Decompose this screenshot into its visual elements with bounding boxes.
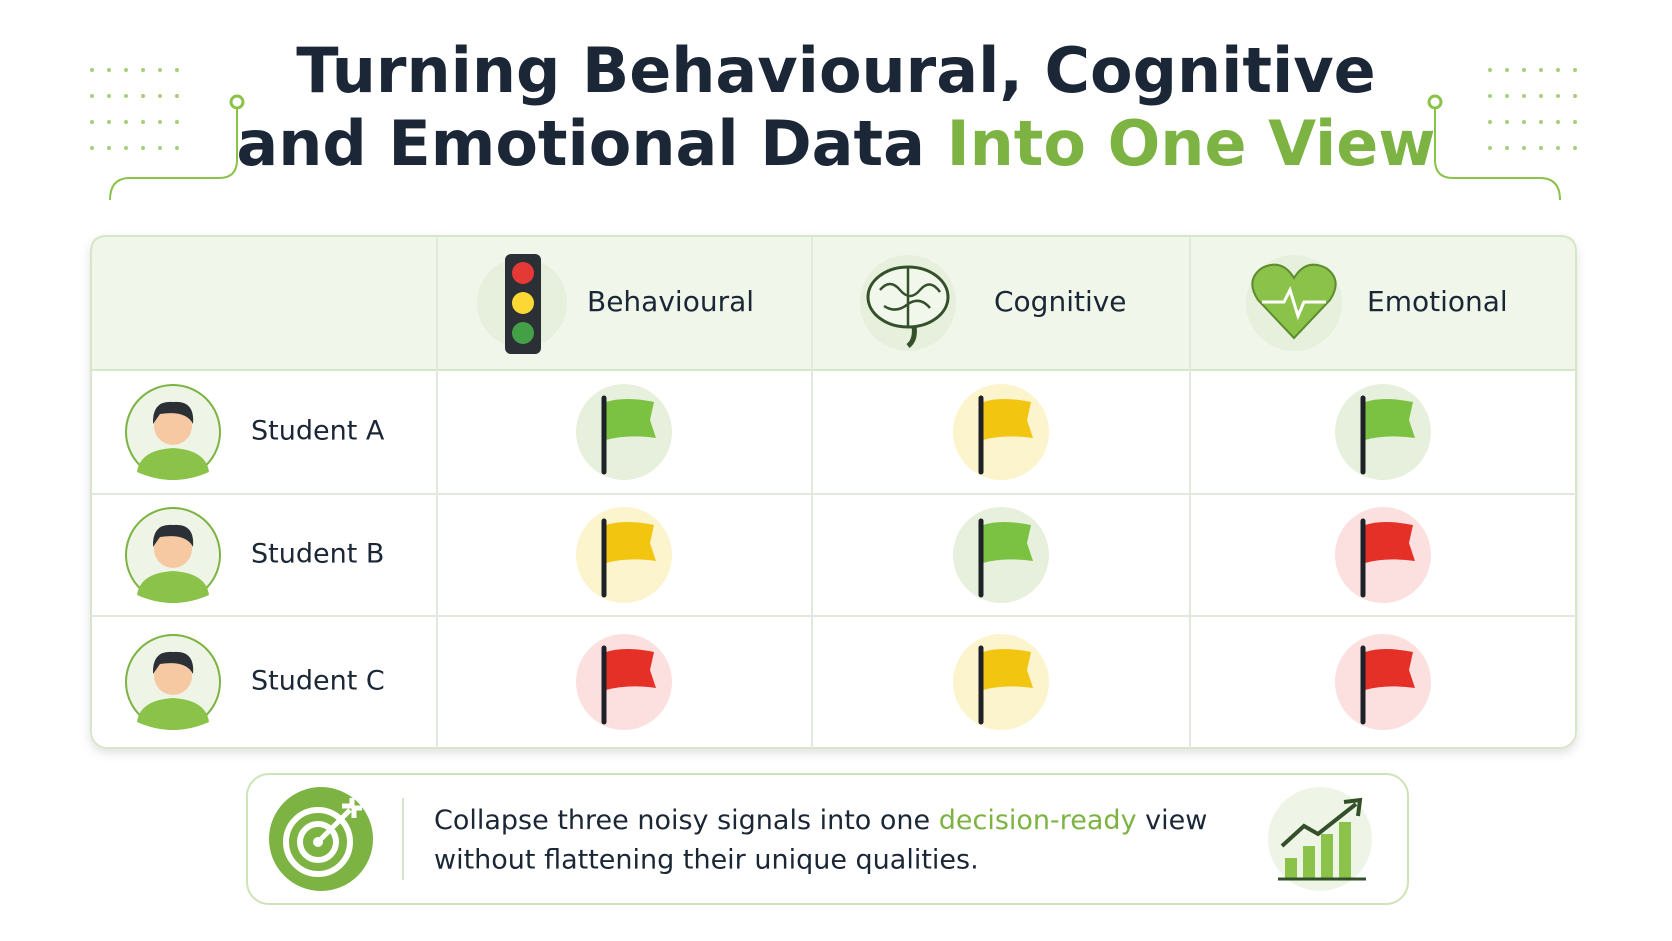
- footer-accent: decision-ready: [939, 805, 1137, 836]
- table-row: Student B: [125, 507, 1431, 603]
- footer-text: view: [1137, 805, 1208, 836]
- brain-icon: [860, 255, 956, 351]
- avatar: [125, 384, 221, 480]
- flag-green: [576, 384, 672, 480]
- title-text: and Emotional Data: [236, 107, 946, 180]
- flag-yellow: [576, 507, 672, 603]
- flag-green: [953, 507, 1049, 603]
- flag-green: [1335, 384, 1431, 480]
- column-header: Cognitive: [994, 285, 1127, 318]
- table-row: Student A: [125, 384, 1431, 480]
- traffic-light-icon: [477, 254, 567, 354]
- footer-line: Collapse three noisy signals into one de…: [434, 805, 1207, 836]
- avatar: [125, 634, 221, 730]
- avatar: [125, 507, 221, 603]
- flag-red: [1335, 634, 1431, 730]
- footer-text: Collapse three noisy signals into one: [434, 805, 939, 836]
- flag-yellow: [953, 634, 1049, 730]
- student-name: Student C: [251, 666, 385, 697]
- student-name: Student A: [251, 416, 385, 447]
- column-header: Emotional: [1367, 285, 1508, 318]
- flag-red: [1335, 507, 1431, 603]
- table: Behavioural Cognitive Emotional Student …: [90, 235, 1577, 749]
- growth-chart-icon: [1268, 787, 1372, 891]
- footer-line: without flattening their unique qualitie…: [434, 845, 979, 876]
- flag-red: [576, 634, 672, 730]
- title-accent: Into One View: [947, 107, 1436, 180]
- column-header: Behavioural: [587, 285, 754, 318]
- flag-yellow: [953, 384, 1049, 480]
- title-line: Turning Behavioural, Cognitive: [296, 34, 1375, 107]
- title-line: and Emotional Data Into One View: [236, 107, 1435, 180]
- heart-icon: [1246, 255, 1342, 351]
- table-row: Student C: [125, 634, 1431, 730]
- decoration: [90, 68, 1577, 201]
- footer-box: Collapse three noisy signals into one de…: [246, 773, 1409, 905]
- student-name: Student B: [251, 539, 384, 570]
